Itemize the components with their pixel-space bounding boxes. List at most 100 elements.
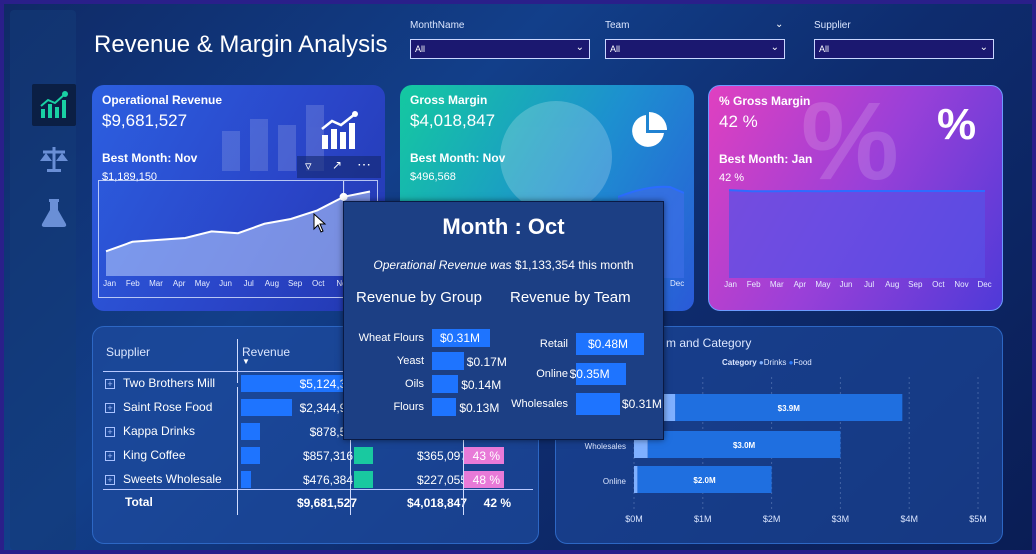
margin-bar — [354, 447, 373, 464]
bar-data-label: $3.9M — [778, 404, 801, 413]
pie-chart-icon — [632, 112, 667, 147]
month-label: Sep — [287, 279, 303, 288]
operational-revenue-card[interactable]: Operational Revenue $9,681,527 Best Mont… — [92, 85, 385, 311]
pct-area — [729, 190, 985, 278]
revenue-bar — [241, 423, 260, 440]
month-label: Oct — [932, 280, 945, 289]
dropdown-value: All — [415, 44, 426, 54]
column-header-revenue[interactable]: Revenue — [242, 345, 291, 359]
revenue-sparkline[interactable] — [100, 181, 376, 276]
supplier-cell: + Saint Rose Food — [103, 400, 235, 414]
expand-row-icon[interactable]: + — [105, 451, 115, 461]
chevron-down-icon[interactable]: ⌄ — [775, 19, 784, 30]
month-label: Jan — [724, 280, 737, 289]
drinks-bar — [634, 466, 638, 493]
card-title: Gross Margin — [410, 93, 488, 107]
team-bar — [576, 393, 620, 415]
month-label: Mar — [149, 279, 163, 288]
margin-value: $227,055 — [416, 473, 467, 487]
tooltip-team-row: Wholesales $0.31M — [504, 393, 664, 415]
revenue-bar — [241, 399, 292, 416]
tooltip-group-row: Wheat Flours $0.31M — [344, 329, 504, 347]
bar-chart-plot: $0M$1M$2M$3M$4M$5MRetail$3.9MWholesales$… — [585, 377, 987, 524]
table-row[interactable]: + Kappa Drinks $878,54 — [103, 421, 533, 443]
card-value: 42 % — [719, 112, 758, 131]
visual-header: ▿ ↗ ⋯ — [297, 156, 381, 178]
chart-title: m and Category — [666, 336, 752, 350]
nav-analysis-button[interactable] — [32, 192, 76, 234]
tooltip-team-row: Retail $0.48M — [504, 333, 664, 355]
margin-bar — [354, 471, 373, 488]
category-label: Online — [603, 477, 627, 486]
pct-line — [728, 189, 985, 193]
filter-icon[interactable]: ▿ — [305, 158, 312, 173]
x-tick-label: $4M — [900, 514, 918, 524]
table-row[interactable]: + Two Brothers Mill $5,124,31 — [103, 373, 533, 395]
chevron-down-icon: ⌄ — [770, 42, 779, 53]
card-value: $4,018,847 — [410, 111, 496, 130]
tooltip-group-row: Flours $0.13M — [344, 398, 504, 416]
pct-gross-margin-card[interactable]: % % Gross Margin 42 % % Best Month: Jan … — [708, 85, 1003, 311]
group-bar — [432, 329, 490, 347]
hover-tooltip: Month : Oct Operational Revenue was $1,1… — [343, 201, 664, 440]
nav-margin-button[interactable] — [32, 138, 76, 180]
nav-revenue-button[interactable] — [32, 84, 76, 126]
chart-growth-icon — [40, 91, 68, 118]
total-margin: $4,018,847 — [406, 496, 467, 510]
group-value: $0.31M — [440, 331, 481, 345]
supplier-cell: + Two Brothers Mill — [103, 376, 235, 390]
group-bar — [432, 398, 457, 416]
expand-row-icon[interactable]: + — [105, 403, 115, 413]
table-row[interactable]: + King Coffee $857,316 $365,097 43 % — [103, 445, 533, 467]
page-title: Revenue & Margin Analysis — [94, 31, 388, 58]
month-label: Jun — [219, 279, 232, 288]
tooltip-team-row: Online $0.35M — [504, 363, 664, 385]
team-value: $0.31M — [621, 397, 662, 411]
expand-row-icon[interactable]: + — [105, 379, 115, 389]
slicer-supplier: Supplier All ⌄ — [814, 20, 994, 59]
best-month-value: 42 % — [719, 172, 745, 184]
legend-item: Food — [793, 358, 812, 367]
team-dropdown[interactable]: All ⌄ — [605, 39, 785, 59]
sort-desc-icon[interactable]: ▼ — [242, 357, 250, 366]
supplier-name: King Coffee — [123, 448, 186, 462]
expand-row-icon[interactable]: + — [105, 475, 115, 485]
group-label: Yeast — [396, 355, 424, 367]
month-label: Jul — [863, 280, 875, 289]
team-value: $0.48M — [588, 337, 629, 351]
supplier-name: Two Brothers Mill — [123, 376, 216, 390]
bar-data-label: $2.0M — [693, 476, 716, 485]
best-month-label: Best Month: Nov — [102, 151, 198, 165]
group-value: $0.14M — [461, 378, 502, 392]
x-tick-label: $1M — [694, 514, 712, 524]
chevron-down-icon: ⌄ — [979, 42, 988, 53]
pct-margin-sparkline[interactable] — [727, 186, 987, 278]
table-row[interactable]: + Sweets Wholesale $476,384 $227,055 48 % — [103, 469, 533, 491]
team-bar — [576, 333, 644, 355]
column-divider — [350, 387, 351, 515]
more-options-icon[interactable]: ⋯ — [357, 156, 371, 172]
card-title: Operational Revenue — [102, 93, 223, 107]
expand-row-icon[interactable]: + — [105, 427, 115, 437]
percent-watermark-icon: % — [801, 85, 899, 203]
month-label: Oct — [312, 279, 325, 288]
total-revenue: $9,681,527 — [296, 496, 357, 510]
flask-icon — [41, 199, 67, 227]
supplier-name: Sweets Wholesale — [123, 472, 222, 486]
monthname-dropdown[interactable]: All ⌄ — [410, 39, 590, 59]
total-pct: 42 % — [483, 496, 511, 510]
month-label: Jun — [839, 280, 853, 289]
table-row[interactable]: + Saint Rose Food $2,344,96 — [103, 397, 533, 419]
month-label: Jan — [103, 279, 117, 288]
group-heading: Revenue by Group — [356, 289, 482, 306]
supplier-dropdown[interactable]: All ⌄ — [814, 39, 994, 59]
chart-legend: Category ●Drinks ●Food — [722, 358, 812, 367]
x-tick-label: $5M — [969, 514, 987, 524]
expand-icon[interactable]: ↗ — [332, 158, 343, 172]
pct-cell-bg — [464, 471, 504, 488]
mouse-cursor-icon — [313, 213, 327, 233]
column-header-supplier[interactable]: Supplier — [106, 345, 151, 359]
pct-cell-bg — [464, 447, 504, 464]
month-label: May — [194, 279, 210, 288]
group-bar — [432, 375, 459, 393]
